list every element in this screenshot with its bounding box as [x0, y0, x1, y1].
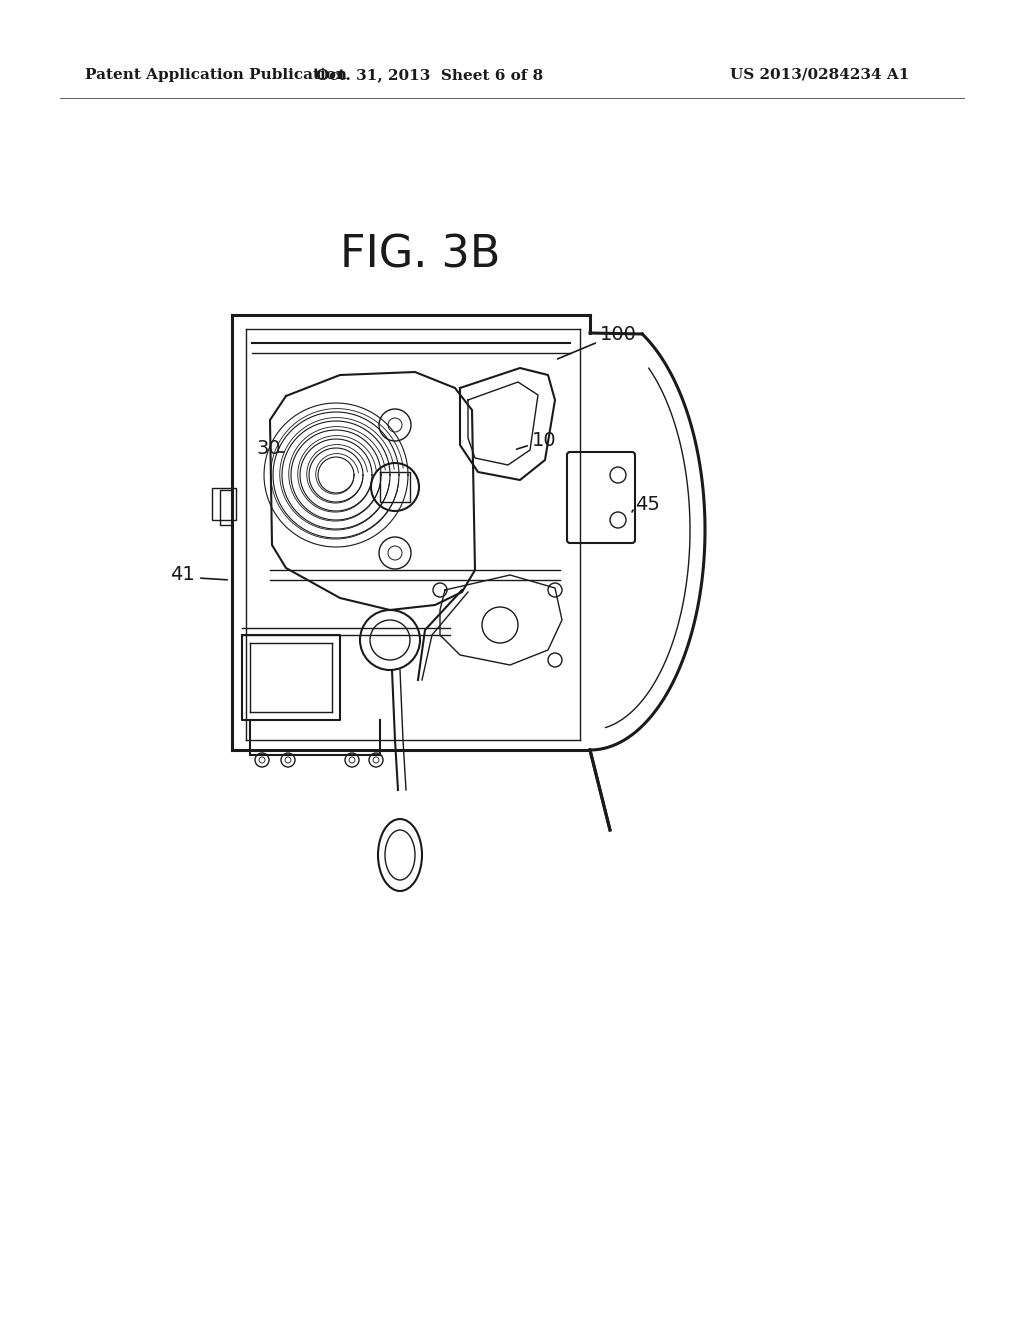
Text: FIG. 3B: FIG. 3B [340, 234, 500, 276]
Text: 41: 41 [170, 565, 195, 585]
Text: 10: 10 [532, 430, 557, 450]
Text: Patent Application Publication: Patent Application Publication [85, 69, 347, 82]
Text: 45: 45 [635, 495, 659, 515]
Text: Oct. 31, 2013  Sheet 6 of 8: Oct. 31, 2013 Sheet 6 of 8 [316, 69, 544, 82]
Text: 30: 30 [256, 438, 281, 458]
Text: US 2013/0284234 A1: US 2013/0284234 A1 [730, 69, 909, 82]
Text: 100: 100 [600, 326, 637, 345]
